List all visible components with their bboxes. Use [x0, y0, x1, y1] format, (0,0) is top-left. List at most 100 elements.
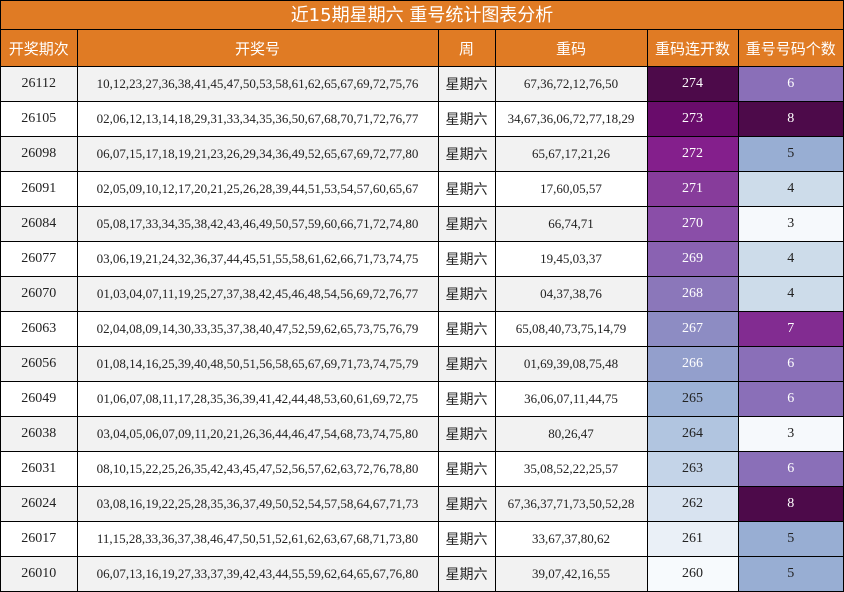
- cell-week: 星期六: [437, 101, 496, 137]
- cell-numbers: 03,06,19,21,24,32,36,37,44,45,51,55,58,6…: [76, 241, 439, 277]
- cell-issue: 26105: [1, 101, 78, 137]
- cell-issue: 26091: [1, 171, 78, 207]
- table-row: 26038 03,04,05,06,07,09,11,20,21,26,36,44…: [1, 416, 843, 452]
- cell-streak: 260: [646, 556, 739, 591]
- cell-week: 星期六: [437, 346, 496, 382]
- cell-issue: 26049: [1, 381, 78, 417]
- cell-numbers: 02,04,08,09,14,30,33,35,37,38,40,47,52,5…: [76, 311, 439, 347]
- cell-issue: 26063: [1, 311, 78, 347]
- cell-count: 7: [737, 311, 843, 347]
- cell-streak: 264: [646, 416, 739, 452]
- cell-repeat: 39,07,42,16,55: [494, 556, 648, 591]
- cell-week: 星期六: [437, 311, 496, 347]
- table-row: 26049 01,06,07,08,11,17,28,35,36,39,41,42…: [1, 381, 843, 417]
- cell-count: 8: [737, 486, 843, 522]
- header-count: 重号号码个数: [737, 30, 843, 67]
- cell-count: 4: [737, 171, 843, 207]
- cell-streak: 270: [646, 206, 739, 242]
- cell-repeat: 80,26,47: [494, 416, 648, 452]
- cell-count: 6: [737, 346, 843, 382]
- cell-count: 6: [737, 451, 843, 487]
- cell-week: 星期六: [437, 486, 496, 522]
- cell-week: 星期六: [437, 66, 496, 102]
- cell-streak: 261: [646, 521, 739, 557]
- cell-issue: 26077: [1, 241, 78, 277]
- cell-numbers: 08,10,15,22,25,26,35,42,43,45,47,52,56,5…: [76, 451, 439, 487]
- cell-issue: 26024: [1, 486, 78, 522]
- cell-streak: 272: [646, 136, 739, 172]
- header-numbers: 开奖号: [76, 30, 439, 67]
- table-row: 26024 03,08,16,19,22,25,28,35,36,37,49,50…: [1, 486, 843, 522]
- table-row: 26077 03,06,19,21,24,32,36,37,44,45,51,55…: [1, 241, 843, 277]
- cell-numbers: 11,15,28,33,36,37,38,46,47,50,51,52,61,6…: [76, 521, 439, 557]
- cell-count: 3: [737, 416, 843, 452]
- cell-week: 星期六: [437, 381, 496, 417]
- cell-issue: 26038: [1, 416, 78, 452]
- table-row: 26063 02,04,08,09,14,30,33,35,37,38,40,47…: [1, 311, 843, 347]
- cell-numbers: 06,07,15,17,18,19,21,23,26,29,34,36,49,5…: [76, 136, 439, 172]
- cell-count: 8: [737, 101, 843, 137]
- table-row: 26017 11,15,28,33,36,37,38,46,47,50,51,52…: [1, 521, 843, 557]
- cell-streak: 267: [646, 311, 739, 347]
- cell-streak: 269: [646, 241, 739, 277]
- cell-issue: 26017: [1, 521, 78, 557]
- cell-repeat: 19,45,03,37: [494, 241, 648, 277]
- cell-issue: 26010: [1, 556, 78, 591]
- cell-issue: 26112: [1, 66, 78, 102]
- cell-count: 5: [737, 521, 843, 557]
- repeat-number-table: 开奖期次 开奖号 周 重码 重码连开数 重号号码个数 26112 10,12,23…: [1, 30, 843, 591]
- cell-week: 星期六: [437, 451, 496, 487]
- cell-week: 星期六: [437, 276, 496, 312]
- cell-week: 星期六: [437, 136, 496, 172]
- cell-streak: 265: [646, 381, 739, 417]
- table-row: 26098 06,07,15,17,18,19,21,23,26,29,34,36…: [1, 136, 843, 172]
- cell-week: 星期六: [437, 416, 496, 452]
- cell-numbers: 10,12,23,27,36,38,41,45,47,50,53,58,61,6…: [76, 66, 439, 102]
- table-row: 26070 01,03,04,07,11,19,25,27,37,38,42,45…: [1, 276, 843, 312]
- cell-count: 3: [737, 206, 843, 242]
- cell-repeat: 33,67,37,80,62: [494, 521, 648, 557]
- cell-issue: 26070: [1, 276, 78, 312]
- cell-streak: 274: [646, 66, 739, 102]
- cell-numbers: 06,07,13,16,19,27,33,37,39,42,43,44,55,5…: [76, 556, 439, 591]
- cell-numbers: 01,06,07,08,11,17,28,35,36,39,41,42,44,4…: [76, 381, 439, 417]
- table-row: 26105 02,06,12,13,14,18,29,31,33,34,35,36…: [1, 101, 843, 137]
- header-issue: 开奖期次: [1, 30, 78, 67]
- cell-streak: 268: [646, 276, 739, 312]
- cell-repeat: 35,08,52,22,25,57: [494, 451, 648, 487]
- cell-count: 6: [737, 66, 843, 102]
- cell-repeat: 65,67,17,21,26: [494, 136, 648, 172]
- cell-week: 星期六: [437, 241, 496, 277]
- page-title: 近15期星期六 重号统计图表分析: [1, 1, 843, 30]
- table-row: 26031 08,10,15,22,25,26,35,42,43,45,47,52…: [1, 451, 843, 487]
- cell-numbers: 03,08,16,19,22,25,28,35,36,37,49,50,52,5…: [76, 486, 439, 522]
- table-row: 26010 06,07,13,16,19,27,33,37,39,42,43,44…: [1, 556, 843, 591]
- cell-repeat: 01,69,39,08,75,48: [494, 346, 648, 382]
- table-row: 26091 02,05,09,10,12,17,20,21,25,26,28,39…: [1, 171, 843, 207]
- header-row: 开奖期次 开奖号 周 重码 重码连开数 重号号码个数: [1, 30, 843, 67]
- cell-repeat: 36,06,07,11,44,75: [494, 381, 648, 417]
- cell-count: 4: [737, 276, 843, 312]
- cell-week: 星期六: [437, 171, 496, 207]
- cell-issue: 26031: [1, 451, 78, 487]
- cell-count: 4: [737, 241, 843, 277]
- header-repeat: 重码: [494, 30, 648, 67]
- header-week: 周: [437, 30, 496, 67]
- cell-week: 星期六: [437, 556, 496, 591]
- cell-repeat: 65,08,40,73,75,14,79: [494, 311, 648, 347]
- header-streak: 重码连开数: [646, 30, 739, 67]
- cell-week: 星期六: [437, 521, 496, 557]
- cell-streak: 271: [646, 171, 739, 207]
- cell-repeat: 67,36,72,12,76,50: [494, 66, 648, 102]
- cell-week: 星期六: [437, 206, 496, 242]
- cell-repeat: 34,67,36,06,72,77,18,29: [494, 101, 648, 137]
- cell-numbers: 01,08,14,16,25,39,40,48,50,51,56,58,65,6…: [76, 346, 439, 382]
- table-row: 26112 10,12,23,27,36,38,41,45,47,50,53,58…: [1, 66, 843, 102]
- cell-numbers: 03,04,05,06,07,09,11,20,21,26,36,44,46,4…: [76, 416, 439, 452]
- cell-issue: 26056: [1, 346, 78, 382]
- cell-numbers: 05,08,17,33,34,35,38,42,43,46,49,50,57,5…: [76, 206, 439, 242]
- cell-count: 5: [737, 556, 843, 591]
- cell-streak: 263: [646, 451, 739, 487]
- cell-numbers: 02,05,09,10,12,17,20,21,25,26,28,39,44,5…: [76, 171, 439, 207]
